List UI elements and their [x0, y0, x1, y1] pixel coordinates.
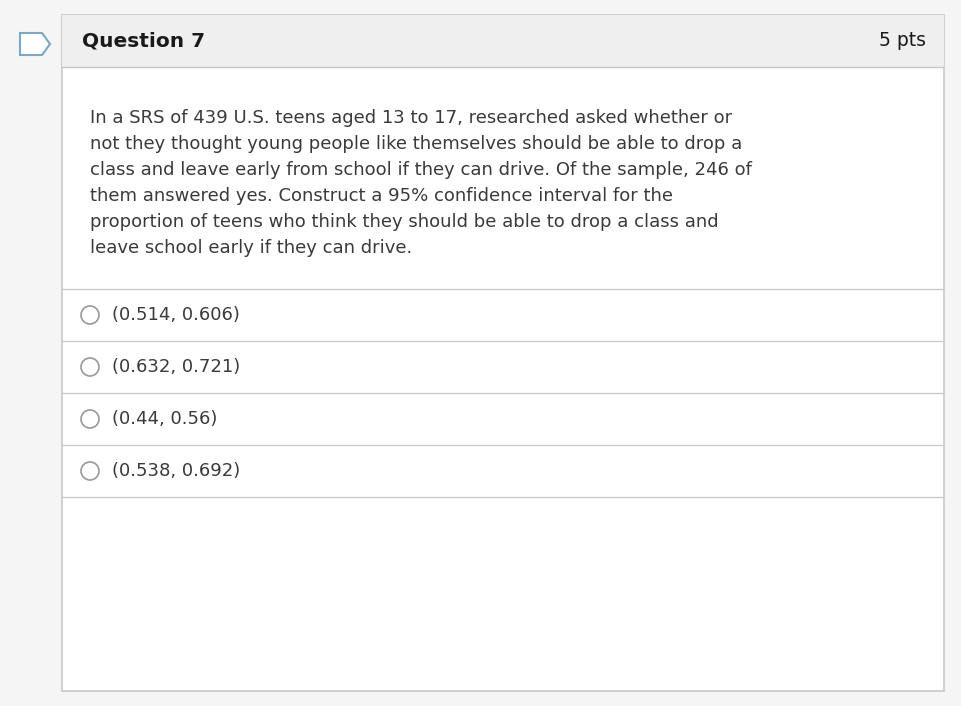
Text: proportion of teens who think they should be able to drop a class and: proportion of teens who think they shoul… [90, 213, 718, 231]
Text: class and leave early from school if they can drive. Of the sample, 246 of: class and leave early from school if the… [90, 161, 752, 179]
Text: leave school early if they can drive.: leave school early if they can drive. [90, 239, 412, 257]
Text: Question 7: Question 7 [82, 32, 205, 51]
Text: them answered yes. Construct a 95% confidence interval for the: them answered yes. Construct a 95% confi… [90, 187, 673, 205]
Circle shape [81, 358, 99, 376]
Circle shape [81, 306, 99, 324]
Text: 5 pts: 5 pts [878, 32, 925, 51]
Circle shape [81, 462, 99, 480]
Polygon shape [20, 33, 50, 55]
Text: In a SRS of 439 U.S. teens aged 13 to 17, researched asked whether or: In a SRS of 439 U.S. teens aged 13 to 17… [90, 109, 731, 127]
FancyBboxPatch shape [62, 15, 943, 691]
FancyBboxPatch shape [62, 15, 943, 67]
Text: (0.632, 0.721): (0.632, 0.721) [111, 358, 240, 376]
Text: not they thought young people like themselves should be able to drop a: not they thought young people like thems… [90, 135, 742, 153]
Text: (0.44, 0.56): (0.44, 0.56) [111, 410, 217, 428]
Text: (0.514, 0.606): (0.514, 0.606) [111, 306, 239, 324]
Circle shape [81, 410, 99, 428]
Text: (0.538, 0.692): (0.538, 0.692) [111, 462, 240, 480]
